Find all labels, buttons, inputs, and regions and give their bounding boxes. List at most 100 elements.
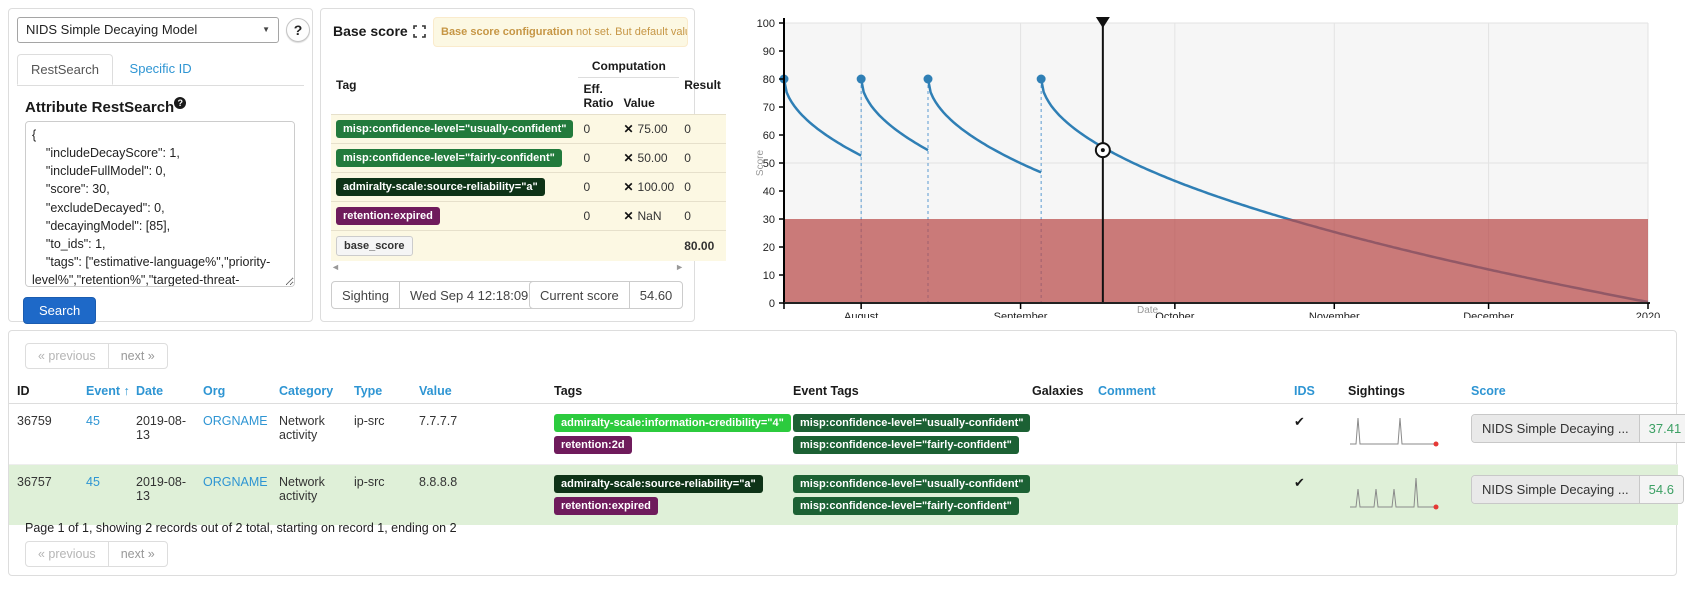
horizontal-scrollbar[interactable]: ◄ ►	[331, 262, 684, 274]
base-score-panel: Base score Base score configuration not …	[320, 8, 726, 322]
col-value[interactable]: Value	[411, 379, 546, 404]
sparkline-path	[1350, 417, 1436, 445]
col-event-tags: Event Tags	[785, 379, 1024, 404]
scroll-left-icon[interactable]: ◄	[331, 262, 340, 272]
col-ids[interactable]: IDS	[1286, 379, 1340, 404]
col-org[interactable]: Org	[195, 379, 271, 404]
y-tick-label: 100	[757, 18, 775, 30]
attr-comment	[1090, 403, 1286, 465]
tab-specific-id[interactable]: Specific ID	[129, 61, 192, 76]
event-link[interactable]: 45	[86, 475, 100, 489]
col-tag: Tag	[336, 77, 357, 92]
chevron-down-icon: ▼	[262, 25, 270, 34]
sighting-date: Wed Sep 4 12:18:09 2019	[398, 282, 571, 308]
attr-galaxies	[1024, 403, 1090, 465]
col-date[interactable]: Date	[128, 379, 195, 404]
base-score-total-row: base_score 80.00	[331, 230, 726, 261]
help-button[interactable]: ?	[286, 18, 310, 42]
next-page-button[interactable]: next »	[107, 343, 168, 369]
tag-badge: admiralty-scale:source-reliability="a"	[554, 475, 763, 493]
ids-check-icon: ✔	[1294, 475, 1305, 490]
tag-badge: admiralty-scale:source-reliability="a"	[336, 178, 545, 196]
attr-date: 2019-08-13	[128, 403, 195, 465]
tag-badge: misp:confidence-level="fairly-confident"	[336, 149, 562, 167]
org-link[interactable]: ORGNAME	[203, 475, 268, 489]
model-select[interactable]: NIDS Simple Decaying Model ▼	[17, 17, 279, 43]
base-score-row: misp:confidence-level="fairly-confident"…	[331, 143, 726, 173]
next-page-button[interactable]: next »	[107, 541, 168, 567]
restsearch-query-input[interactable]: { "includeDecayScore": 1, "includeFullMo…	[25, 121, 295, 287]
tab-restsearch[interactable]: RestSearch	[17, 54, 113, 85]
scroll-right-icon[interactable]: ►	[675, 262, 684, 272]
y-tick-label: 90	[763, 46, 775, 58]
col-tags: Tags	[546, 379, 785, 404]
col-sightings: Sightings	[1340, 379, 1463, 404]
col-category[interactable]: Category	[271, 379, 346, 404]
attr-comment	[1090, 464, 1286, 525]
y-tick-label: 40	[763, 186, 775, 198]
col-type[interactable]: Type	[346, 379, 411, 404]
base-score-row: retention:expired 0 ✕ NaN 0	[331, 201, 726, 231]
model-search-panel: NIDS Simple Decaying Model ▼ ? RestSearc…	[8, 8, 313, 324]
page-title: Attribute RestSearch?	[25, 97, 187, 116]
attr-value: 7.7.7.7	[411, 403, 546, 465]
previous-page-button[interactable]: « previous	[25, 541, 109, 567]
event-tag-badge: misp:confidence-level="usually-confident…	[793, 414, 1031, 432]
cursor-handle[interactable]	[1095, 17, 1110, 28]
col-computation: Computation	[578, 55, 680, 78]
y-tick-label: 50	[763, 158, 775, 170]
col-event[interactable]: Event ↑	[78, 379, 130, 404]
col-id: ID	[9, 379, 78, 404]
table-header-row: ID Event ↑ Date Org Category Type Value …	[9, 379, 1678, 404]
sighting-dot[interactable]	[923, 74, 933, 84]
x-tick-label: December	[1463, 311, 1514, 318]
pagination-top: « previous next »	[25, 343, 168, 369]
tag-badge: admiralty-scale:information-credibility=…	[554, 414, 791, 432]
decay-threshold-zone	[784, 219, 1648, 303]
y-tick-label: 10	[763, 270, 775, 282]
sort-asc-icon: ↑	[123, 384, 130, 398]
sighting-dot[interactable]	[856, 74, 866, 84]
col-comment[interactable]: Comment	[1090, 379, 1286, 404]
base-score-title: Base score	[333, 23, 408, 39]
fullscreen-icon[interactable]	[413, 25, 426, 41]
tag-badge: retention:expired	[554, 497, 658, 515]
search-button[interactable]: Search	[23, 297, 97, 324]
col-result: Result	[684, 77, 721, 92]
sighting-dot[interactable]	[1036, 74, 1046, 84]
attr-type: ip-src	[346, 464, 411, 525]
multiply-icon: ✕	[623, 151, 634, 165]
score-model-button[interactable]: NIDS Simple Decaying ... 37.41	[1471, 414, 1685, 443]
attribute-row: 36759 45 2019-08-13 ORGNAME Network acti…	[9, 403, 1685, 465]
sparkline-end-dot	[1433, 441, 1439, 447]
base-score-warning: Base score configuration not set. But de…	[433, 17, 688, 47]
attr-type: ip-src	[346, 403, 411, 465]
x-tick-label: 2020	[1636, 311, 1660, 318]
col-score[interactable]: Score	[1463, 379, 1678, 404]
multiply-icon: ✕	[623, 209, 634, 223]
tag-badge: misp:confidence-level="usually-confident…	[336, 120, 574, 138]
col-value: Value	[623, 96, 655, 110]
attr-category: Network activity	[271, 464, 346, 525]
x-tick-label: November	[1309, 311, 1360, 318]
sparkline-end-dot	[1433, 504, 1439, 510]
score-model-button[interactable]: NIDS Simple Decaying ... 54.6	[1471, 475, 1684, 504]
previous-page-button[interactable]: « previous	[25, 343, 109, 369]
attr-value: 8.8.8.8	[411, 464, 546, 525]
current-score-label: Current score	[540, 287, 619, 303]
decay-graph[interactable]: 0 10 20 30 40 50 60 70 80 90 100 August September Oct…	[700, 8, 1685, 318]
base-score-table: Tag Computation Result Eff. Ratio Value m…	[331, 55, 726, 261]
org-link[interactable]: ORGNAME	[203, 414, 268, 428]
base-score-badge: base_score	[336, 236, 413, 256]
x-tick-label: October	[1155, 311, 1194, 318]
decay-curve	[782, 78, 1649, 304]
attr-id: 36759	[9, 403, 78, 465]
y-tick-label: 60	[763, 130, 775, 142]
event-link[interactable]: 45	[86, 414, 100, 428]
event-tag-badge: misp:confidence-level="usually-confident…	[793, 475, 1031, 493]
sightings-sparkline	[1350, 477, 1439, 510]
pagination-bottom: « previous next »	[25, 541, 168, 567]
y-tick-label: 0	[769, 298, 775, 310]
tag-badge: retention:expired	[336, 207, 440, 225]
y-tick-label: 30	[763, 214, 775, 226]
